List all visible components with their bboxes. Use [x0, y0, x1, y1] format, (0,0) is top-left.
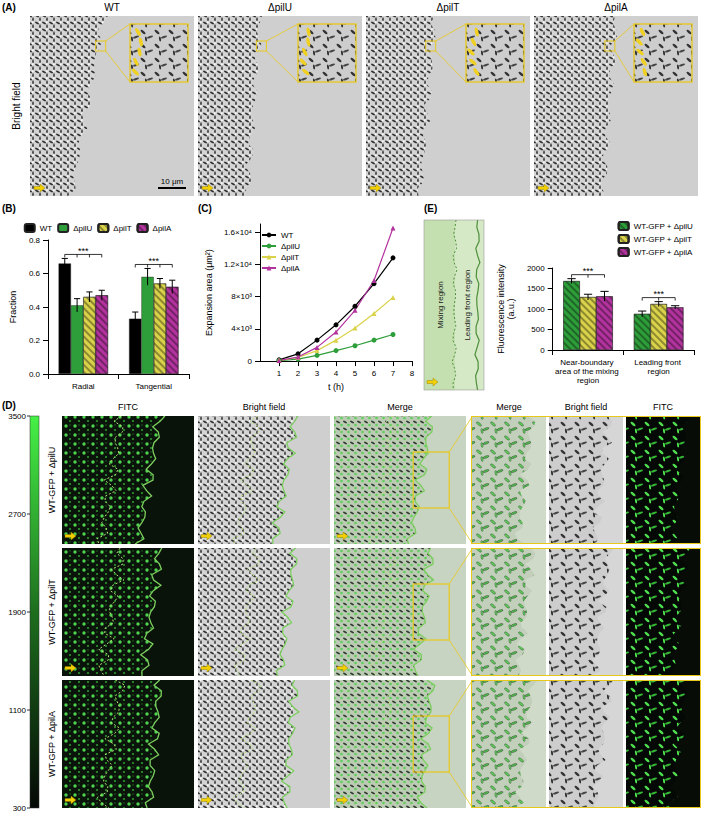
svg-text:WT: WT [104, 2, 120, 13]
svg-text:Merge: Merge [496, 402, 522, 412]
svg-text:WT-GFP + ΔpilA: WT-GFP + ΔpilA [634, 248, 693, 257]
svg-text:0.6: 0.6 [29, 269, 41, 278]
svg-text:1: 1 [277, 369, 282, 378]
svg-text:ΔpilA: ΔpilA [153, 224, 172, 233]
svg-text:region: region [577, 376, 599, 385]
svg-text:500: 500 [531, 325, 545, 334]
svg-text:Bright field: Bright field [565, 402, 608, 412]
svg-text:1000: 1000 [527, 305, 545, 314]
svg-text:WT-GFP + ΔpilA: WT-GFP + ΔpilA [47, 711, 57, 777]
svg-text:region: region [648, 367, 670, 376]
svg-text:t (h): t (h) [328, 382, 344, 392]
svg-text:Leading front region: Leading front region [463, 269, 472, 340]
svg-text:1.2×10⁴: 1.2×10⁴ [224, 260, 253, 269]
svg-text:ΔpilU: ΔpilU [268, 2, 292, 13]
svg-text:(A): (A) [2, 2, 16, 13]
svg-text:WT-GFP + ΔpilT: WT-GFP + ΔpilT [47, 579, 57, 645]
svg-text:***: *** [653, 289, 664, 299]
svg-text:3500: 3500 [8, 412, 26, 421]
svg-text:ΔpilU: ΔpilU [281, 242, 300, 251]
svg-text:10 μm: 10 μm [161, 177, 184, 186]
svg-text:(C): (C) [198, 203, 212, 214]
svg-text:ΔpilU: ΔpilU [73, 224, 92, 233]
svg-text:WT: WT [281, 231, 294, 240]
svg-text:***: *** [148, 256, 159, 266]
svg-text:Fraction: Fraction [8, 291, 18, 324]
svg-text:Near-boundary: Near-boundary [560, 358, 616, 367]
svg-text:***: *** [78, 246, 89, 256]
svg-text:8×10³: 8×10³ [231, 292, 252, 301]
svg-text:Bright field: Bright field [11, 82, 22, 129]
svg-text:Radial: Radial [72, 382, 95, 391]
svg-text:ΔpilT: ΔpilT [281, 253, 299, 262]
svg-text:0.8: 0.8 [29, 236, 41, 245]
svg-text:FITC: FITC [653, 402, 673, 412]
svg-text:WT-GFP + ΔpilT: WT-GFP + ΔpilT [634, 235, 692, 244]
svg-text:area of the mixing: area of the mixing [555, 367, 621, 376]
svg-text:4×10³: 4×10³ [231, 324, 252, 333]
svg-text:Expansion area (μm²): Expansion area (μm²) [204, 249, 214, 336]
svg-text:1.6×10⁴: 1.6×10⁴ [224, 228, 253, 237]
svg-text:***: *** [583, 266, 594, 276]
svg-text:Merge: Merge [387, 402, 413, 412]
svg-text:0.2: 0.2 [29, 336, 41, 345]
svg-text:(E): (E) [424, 203, 437, 214]
svg-text:2700: 2700 [8, 510, 26, 519]
svg-text:3: 3 [315, 369, 320, 378]
svg-text:ΔpilA: ΔpilA [281, 264, 300, 273]
svg-text:ΔpilT: ΔpilT [437, 2, 460, 13]
svg-text:0: 0 [248, 357, 253, 366]
svg-text:6: 6 [372, 369, 377, 378]
svg-text:7: 7 [391, 369, 396, 378]
svg-text:WT-GFP + ΔpilU: WT-GFP + ΔpilU [47, 447, 57, 514]
svg-text:0.0: 0.0 [29, 370, 41, 379]
svg-text:WT-GFP + ΔpilU: WT-GFP + ΔpilU [634, 222, 693, 231]
svg-text:(B): (B) [2, 203, 16, 214]
svg-text:1900: 1900 [8, 608, 26, 617]
svg-text:4: 4 [334, 369, 339, 378]
svg-text:2000: 2000 [527, 264, 545, 273]
svg-text:300: 300 [13, 804, 27, 813]
svg-text:0: 0 [540, 346, 545, 355]
svg-text:5: 5 [353, 369, 358, 378]
svg-text:Tangential: Tangential [136, 382, 173, 391]
svg-text:FITC: FITC [118, 402, 138, 412]
svg-text:(D): (D) [2, 400, 16, 411]
svg-text:WT: WT [40, 224, 53, 233]
svg-text:Fluorescence intensity: Fluorescence intensity [496, 264, 506, 354]
svg-text:Bright field: Bright field [243, 402, 286, 412]
svg-text:1500: 1500 [527, 284, 545, 293]
svg-text:Leading front: Leading front [634, 358, 683, 367]
svg-text:2: 2 [296, 369, 301, 378]
svg-text:1100: 1100 [9, 706, 27, 715]
svg-text:0.4: 0.4 [29, 303, 41, 312]
svg-text:ΔpilA: ΔpilA [604, 2, 628, 13]
svg-text:Mixing region: Mixing region [436, 281, 445, 329]
svg-text:(a.u.): (a.u.) [506, 298, 516, 319]
svg-text:8: 8 [410, 369, 415, 378]
svg-text:ΔpilT: ΔpilT [113, 224, 131, 233]
